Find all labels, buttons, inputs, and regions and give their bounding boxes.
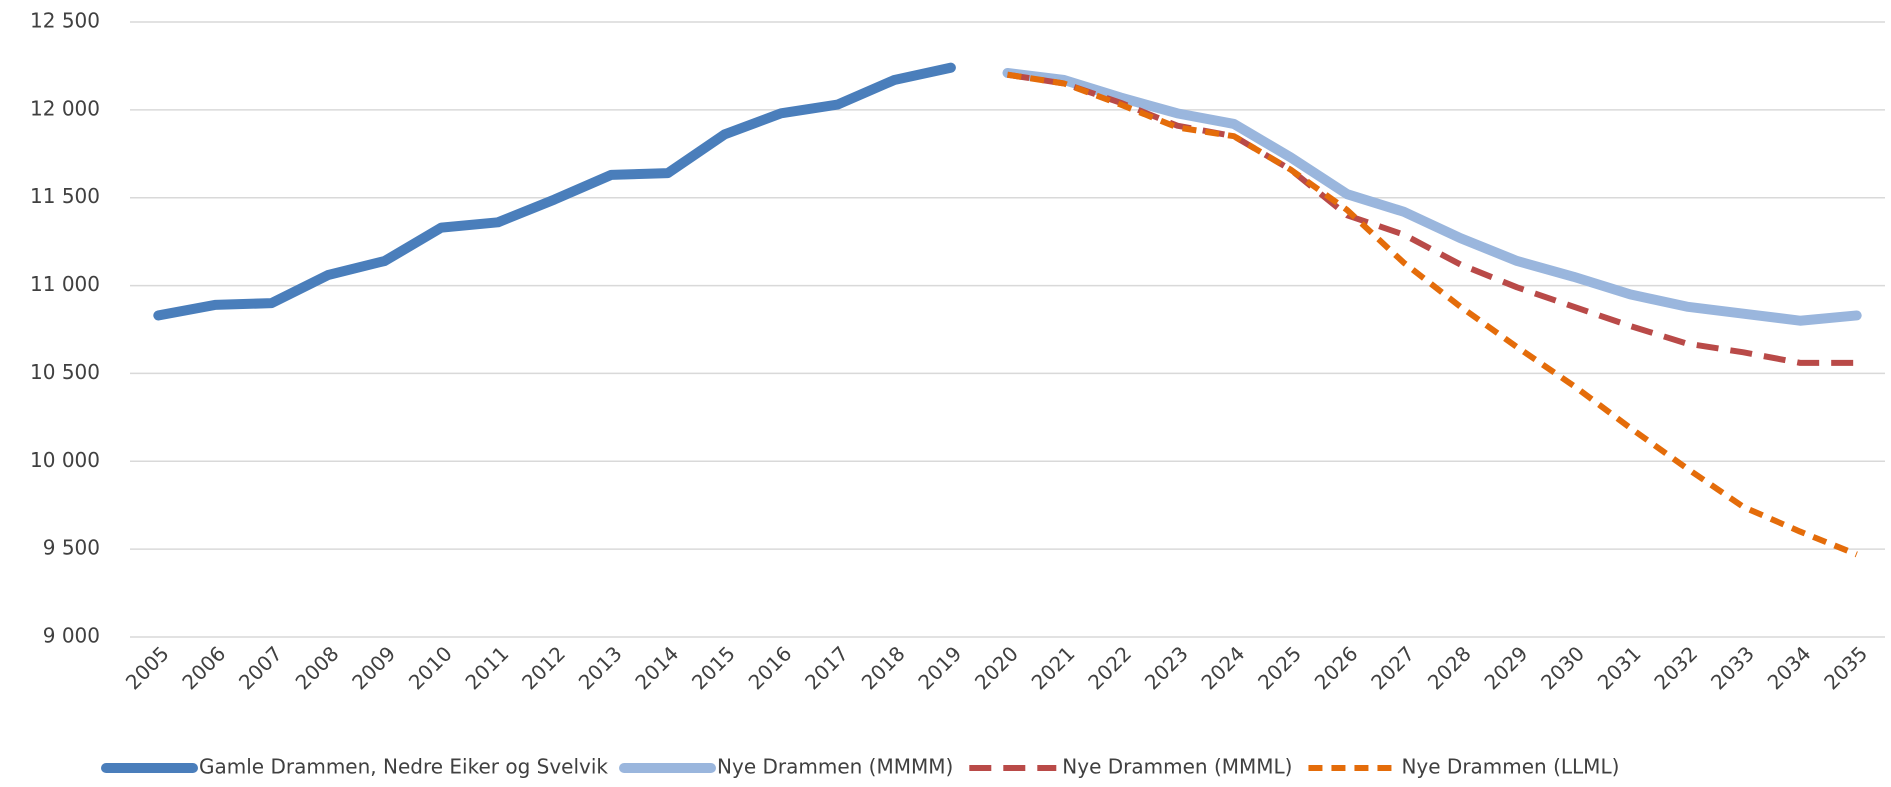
- x-tick-label: 2025: [1253, 641, 1306, 694]
- y-tick-label: 12 500: [30, 9, 100, 33]
- x-tick-label: 2026: [1310, 641, 1363, 694]
- x-tick-label: 2033: [1706, 641, 1759, 694]
- legend-label: Nye Drammen (MMMM): [717, 755, 953, 779]
- x-tick-label: 2032: [1649, 641, 1702, 694]
- x-tick-label: 2016: [744, 641, 797, 694]
- series-line: [1002, 67, 1862, 326]
- x-tick-label: 2012: [517, 641, 570, 694]
- y-tick-label: 10 500: [30, 360, 100, 384]
- x-tick-label: 2006: [177, 641, 230, 694]
- legend-label: Gamle Drammen, Nedre Eiker og Svelvik: [199, 755, 608, 779]
- x-tick-label: 2022: [1083, 641, 1136, 694]
- x-tick-label: 2010: [404, 641, 457, 694]
- x-tick-label: 2007: [234, 641, 287, 694]
- x-tick-label: 2011: [460, 641, 513, 694]
- y-tick-label: 11 500: [30, 184, 100, 208]
- y-tick-label: 11 000: [30, 272, 100, 296]
- x-tick-label: 2029: [1479, 641, 1532, 694]
- x-tick-label: 2021: [1027, 641, 1080, 694]
- legend-label: Nye Drammen (MMML): [1062, 755, 1292, 779]
- y-tick-label: 12 000: [30, 96, 100, 120]
- y-tick-label: 10 000: [30, 448, 100, 472]
- series-line: [1007, 71, 1858, 558]
- x-tick-label: 2008: [291, 641, 344, 694]
- x-tick-label: 2028: [1423, 641, 1476, 694]
- x-tick-label: 2030: [1536, 641, 1589, 694]
- y-tick-label: 9 500: [43, 536, 100, 560]
- x-tick-label: 2013: [574, 641, 627, 694]
- x-tick-label: 2015: [687, 641, 740, 694]
- x-tick-label: 2014: [630, 641, 683, 694]
- x-tick-label: 2027: [1366, 641, 1419, 694]
- x-tick-label: 2009: [347, 641, 400, 694]
- x-tick-label: 2023: [1140, 641, 1193, 694]
- x-tick-label: 2024: [1196, 641, 1249, 694]
- x-tick-label: 2018: [857, 641, 910, 694]
- legend-label: Nye Drammen (LLML): [1401, 755, 1619, 779]
- x-tick-label: 2019: [913, 641, 966, 694]
- x-tick-label: 2031: [1593, 641, 1646, 694]
- legend: Gamle Drammen, Nedre Eiker og Svelvik Nye…: [101, 755, 1619, 779]
- series-line: [153, 62, 956, 321]
- x-tick-label: 2035: [1819, 641, 1872, 694]
- series-line: [1007, 71, 1857, 366]
- x-tick-label: 2005: [121, 641, 174, 694]
- y-tick-label: 9 000: [43, 624, 100, 648]
- x-tick-label: 2017: [800, 641, 853, 694]
- x-tick-label: 2034: [1763, 641, 1816, 694]
- x-tick-label: 2020: [970, 641, 1023, 694]
